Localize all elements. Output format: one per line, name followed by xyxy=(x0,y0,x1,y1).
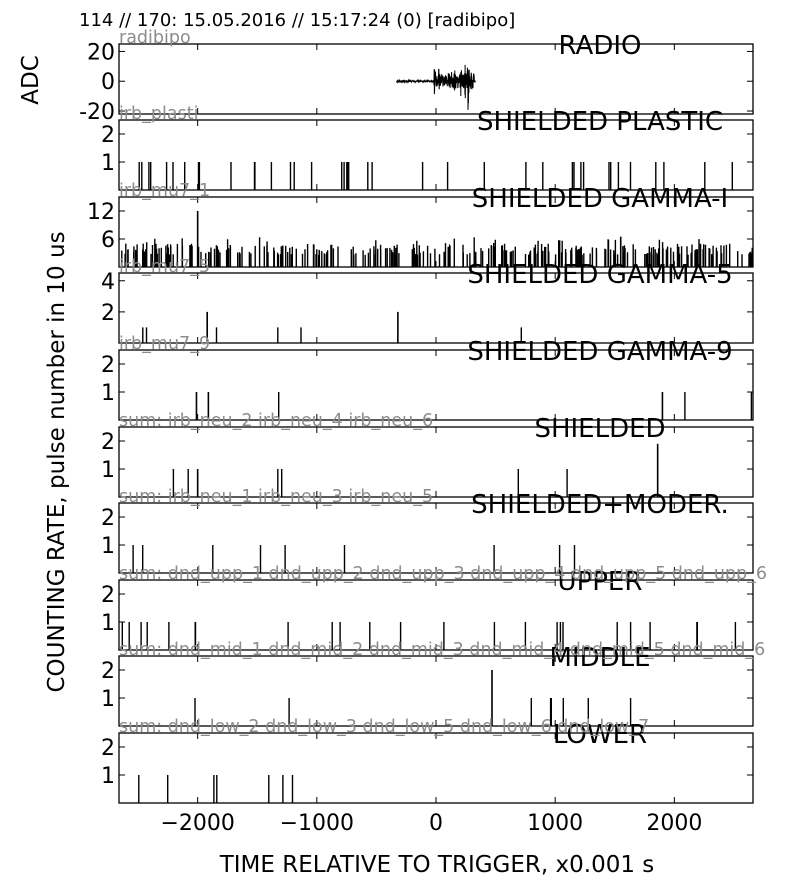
y-tick-label: 2 xyxy=(101,430,115,455)
panel-detector-4: irb_mu7_5 xyxy=(119,257,210,277)
panel-title-1: RADIO xyxy=(559,31,642,61)
y-tick-label: 2 xyxy=(101,301,115,326)
y-tick-label: 2 xyxy=(101,659,115,684)
pulse-marks-5 xyxy=(278,392,753,420)
y-tick-label: 1 xyxy=(101,611,115,636)
panel-title-6: SHIELDED xyxy=(534,414,665,444)
panel-detector-3: irb_mu7_1 xyxy=(119,181,210,201)
panel-detector-6: sum: irb_neu_2 irb_neu_4 irb_neu_6 xyxy=(119,411,433,431)
y-tick-label: 1 xyxy=(101,534,115,559)
y-tick-label: 2 xyxy=(101,506,115,531)
panel-frame-9 xyxy=(118,655,754,727)
panel-title-4: SHIELDED GAMMA-5 xyxy=(467,260,732,290)
panel-6: 1 2 SHIELDED sum: irb_neu_2 irb_neu_4 irb_n… xyxy=(101,411,754,498)
panel-4: 2 4 SHIELDED GAMMA-5 irb_mu7_5 xyxy=(101,257,754,344)
radio-waveform xyxy=(396,64,476,110)
y-tick-label: 4 xyxy=(101,270,115,295)
panel-5: 1 2 SHIELDED GAMMA-9 irb_mu7_9 xyxy=(101,334,754,421)
y-tick-label: 2 xyxy=(101,736,115,761)
y-tick-label: 2 xyxy=(101,583,115,608)
y-tick-label: 1 xyxy=(101,764,115,789)
pulse-marks-2 xyxy=(138,162,733,190)
pulse-marks-4 xyxy=(142,327,522,343)
adc-axis-label: ADC xyxy=(18,55,44,105)
y-tick-label: 1 xyxy=(101,458,115,483)
y-tick-label: 1 xyxy=(101,381,115,406)
y-tick-label: -20 xyxy=(79,100,115,125)
panel-title-2: SHIELDED PLASTIC xyxy=(477,107,723,137)
panel-title-7: SHIELDED+MODER. xyxy=(471,490,729,520)
panel-detector-2: irb_plasti xyxy=(119,104,198,124)
panel-detector-5: irb_mu7_9 xyxy=(119,334,210,354)
y-tick-label: 6 xyxy=(101,228,115,253)
pulse-marks-7 xyxy=(132,545,576,573)
panel-detector-8: sum: dnd_upp_1 dnd_upp_2 dnd_upp_3 dnd_u… xyxy=(119,564,767,584)
panel-detector-9: sum: dnd_mid_1 dnd_mid_2 dnd_mid_3 dnd_m… xyxy=(119,640,765,660)
time-axis-label: TIME RELATIVE TO TRIGGER, x0.001 s xyxy=(219,852,655,878)
counting-rate-axis-label: COUNTING RATE, pulse number in 10 us xyxy=(44,231,70,692)
x-tick-label: 1000 xyxy=(527,811,583,836)
panel-title-10: LOWER xyxy=(553,720,647,750)
pulse-marks-9 xyxy=(194,698,632,726)
y-tick-label: 12 xyxy=(87,200,115,225)
panel-1: -20 0 20 RADIO radibipo xyxy=(79,28,754,125)
panel-title-9: MIDDLE xyxy=(549,643,650,673)
figure-header: 114 // 170: 15.05.2016 // 15:17:24 (0) [… xyxy=(79,10,515,31)
x-tick-label: −1000 xyxy=(280,811,354,836)
x-tick-label: 0 xyxy=(429,811,443,836)
pulse-marks-3 xyxy=(121,237,753,267)
y-tick-label: 0 xyxy=(101,70,115,95)
pulse-marks-6 xyxy=(172,469,568,497)
y-tick-label: 20 xyxy=(87,40,115,65)
y-tick-label: 1 xyxy=(101,687,115,712)
pulse-marks-8 xyxy=(121,622,737,650)
panel-7: 1 2 SHIELDED+MODER. sum: irb_neu_1 irb_neu_… xyxy=(101,487,754,574)
y-tick-label: 2 xyxy=(101,353,115,378)
x-tick-label: 2000 xyxy=(646,811,702,836)
panel-detector-1: radibipo xyxy=(119,28,191,48)
y-tick-label: 1 xyxy=(101,151,115,176)
pulse-marks-10 xyxy=(138,775,294,803)
panel-2: 1 2 SHIELDED PLASTIC irb_plasti xyxy=(101,104,754,191)
panel-title-5: SHIELDED GAMMA-9 xyxy=(467,337,732,367)
x-tick-label: −2000 xyxy=(160,811,234,836)
panel-title-3: SHIELDED GAMMA-I xyxy=(472,184,728,214)
panel-title-8: UPPER xyxy=(558,567,643,597)
y-tick-label: 2 xyxy=(101,123,115,148)
panel-detector-10: sum: dnd_low_2 dnd_low_3 dnd_low_5 dnd_l… xyxy=(119,717,649,737)
panel-detector-7: sum: irb_neu_1 irb_neu_3 irb_neu_5 xyxy=(119,487,433,507)
panel-3: 6 12 SHIELDED GAMMA-I irb_mu7_1 xyxy=(87,181,754,268)
